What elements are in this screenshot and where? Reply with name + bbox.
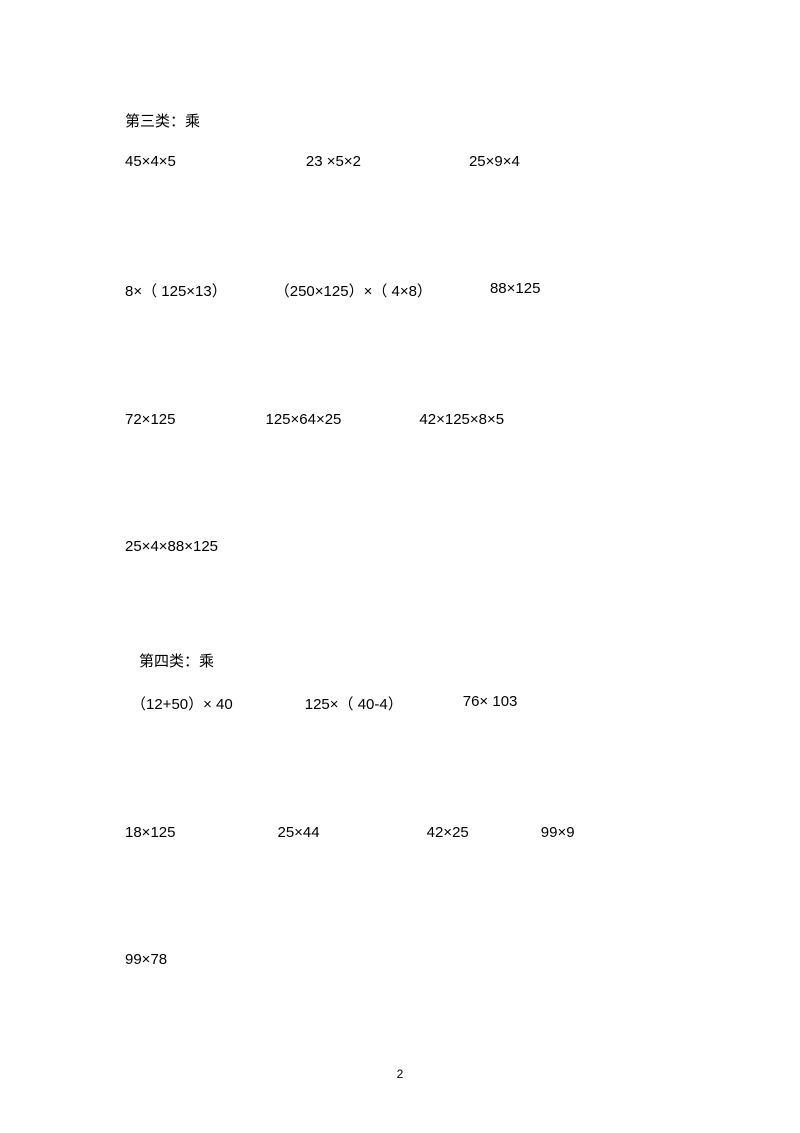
problem-row-3-2: 72×125 125×64×25 42×125×8×5	[125, 411, 680, 428]
problem: 88×125	[490, 280, 540, 301]
problem: 99×9	[541, 824, 575, 841]
problem: 25×9×4	[469, 153, 520, 170]
gap	[469, 824, 541, 841]
gap	[403, 693, 463, 714]
problem: 99×78	[125, 951, 167, 968]
gap	[320, 824, 427, 841]
problem: 18×125	[125, 824, 175, 841]
problem-row-3-3: 25×4×88×125	[125, 538, 680, 555]
problem: （12+50）× 40	[131, 693, 233, 714]
problem: 25×44	[277, 824, 319, 841]
problem: 72×125	[125, 411, 175, 428]
gap	[227, 280, 275, 301]
problem: 8×（ 125×13）	[125, 280, 227, 301]
problem: 25×4×88×125	[125, 538, 218, 555]
page-number: 2	[0, 1067, 800, 1081]
section-4-heading: 第四类：乘	[139, 650, 680, 671]
problem: 125×（ 40-4）	[305, 693, 403, 714]
section-3-heading: 第三类：乘	[125, 110, 680, 131]
problem-row-3-0: 45×4×5 23 ×5×2 25×9×4	[125, 153, 680, 170]
gap	[175, 411, 265, 428]
problem: 76× 103	[463, 693, 518, 714]
problem: 42×125×8×5	[419, 411, 504, 428]
problem-row-3-1: 8×（ 125×13） （250×125）×（ 4×8） 88×125	[125, 280, 680, 301]
problem-row-4-2: 99×78	[125, 951, 680, 968]
problem: 45×4×5	[125, 153, 176, 170]
problem: 23 ×5×2	[306, 153, 361, 170]
gap	[233, 693, 305, 714]
gap	[175, 824, 277, 841]
problem-row-4-1: 18×125 25×44 42×25 99×9	[125, 824, 680, 841]
problem: （250×125）×（ 4×8）	[275, 280, 432, 301]
gap	[361, 153, 469, 170]
problem-row-4-0: （12+50）× 40 125×（ 40-4） 76× 103	[131, 693, 680, 714]
gap	[341, 411, 419, 428]
problem: 125×64×25	[265, 411, 341, 428]
gap	[432, 280, 490, 301]
problem: 42×25	[427, 824, 469, 841]
gap	[176, 153, 306, 170]
